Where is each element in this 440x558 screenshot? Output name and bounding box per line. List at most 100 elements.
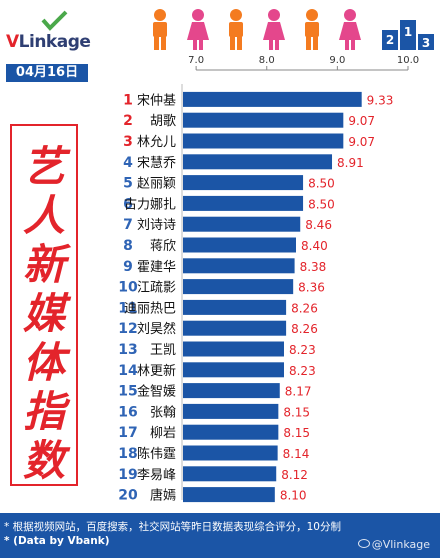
date-label: 04月16日 xyxy=(6,64,88,82)
rank-label: 6 xyxy=(123,196,133,212)
category-label: 陈伟霆 xyxy=(137,446,176,462)
category-label: 王凯 xyxy=(150,343,176,358)
value-label: 8.26 xyxy=(291,301,318,315)
x-tick-label: 7.0 xyxy=(188,55,204,66)
value-label: 8.14 xyxy=(283,447,310,461)
bar xyxy=(183,445,278,461)
side-title: 艺人新媒体指数 xyxy=(12,142,76,485)
bar xyxy=(183,175,304,191)
category-label: 金智媛 xyxy=(137,384,176,400)
footer-bar: * 根据视频网站，百度搜索，社交网站等昨日数据表现综合评分，10分制 * (Da… xyxy=(0,513,440,558)
category-label: 柳岩 xyxy=(150,426,176,441)
bar xyxy=(183,154,333,170)
category-label: 林允儿 xyxy=(137,134,176,150)
category-label: 蒋欣 xyxy=(150,239,176,254)
svg-text:2: 2 xyxy=(386,33,394,47)
value-label: 8.23 xyxy=(289,343,316,357)
side-title-char: 新 xyxy=(22,240,65,289)
rank-label: 13 xyxy=(118,342,137,358)
person-icon xyxy=(153,9,167,50)
category-label: 胡歌 xyxy=(150,114,176,129)
svg-text:3: 3 xyxy=(422,36,430,50)
rank-label: 17 xyxy=(118,425,137,441)
bar xyxy=(183,383,280,399)
bar xyxy=(183,403,279,419)
value-label: 8.26 xyxy=(291,322,318,336)
side-title-char: 体 xyxy=(22,338,65,387)
category-label: 宋慧乔 xyxy=(137,155,176,171)
value-label: 9.07 xyxy=(348,135,375,149)
value-label: 8.46 xyxy=(305,218,332,232)
people-icons xyxy=(153,9,361,50)
rank-label: 2 xyxy=(123,113,133,129)
bar xyxy=(183,466,277,482)
side-title-char: 人 xyxy=(22,191,65,240)
weibo-icon xyxy=(358,539,370,548)
value-label: 8.38 xyxy=(300,260,327,274)
vlinkage-logo: VLinkage xyxy=(6,10,116,52)
bar xyxy=(183,424,279,440)
value-label: 9.33 xyxy=(367,93,394,107)
person-icon xyxy=(229,9,243,50)
category-label: 张翰 xyxy=(150,405,176,420)
x-tick-label: 9.0 xyxy=(329,55,345,66)
category-label: 霍建华 xyxy=(137,260,176,275)
value-label: 8.15 xyxy=(283,426,310,440)
value-label: 8.12 xyxy=(281,468,308,482)
category-label: 宋仲基 xyxy=(137,93,176,108)
category-label: 江疏影 xyxy=(137,281,176,296)
x-tick-label: 8.0 xyxy=(259,55,275,66)
rank-label: 14 xyxy=(118,363,138,379)
category-label: 唐嫣 xyxy=(150,488,176,504)
bar xyxy=(183,279,294,295)
footer-note: * 根据视频网站，百度搜索，社交网站等昨日数据表现综合评分，10分制 xyxy=(4,521,341,533)
person-icon xyxy=(187,9,209,50)
bar xyxy=(183,112,344,128)
person-icon xyxy=(339,9,361,50)
rank-label: 19 xyxy=(118,467,137,483)
value-label: 8.17 xyxy=(285,385,312,399)
category-label: 赵丽颖 xyxy=(137,177,176,192)
logo-text: VLinkage xyxy=(6,32,91,52)
data-source-note: * (Data by Vbank) xyxy=(4,535,110,547)
side-title-char: 数 xyxy=(22,436,65,485)
rank-label: 12 xyxy=(118,321,137,337)
side-title-char: 指 xyxy=(22,387,65,436)
bar xyxy=(183,487,275,503)
category-label: 林更新 xyxy=(137,363,176,379)
rank-label: 16 xyxy=(118,404,137,420)
podium-icon: 2 1 3 xyxy=(382,20,434,50)
category-label: 刘昊然 xyxy=(137,321,176,337)
value-label: 8.23 xyxy=(289,364,316,378)
value-label: 8.50 xyxy=(308,177,335,191)
rank-label: 15 xyxy=(118,384,137,400)
ranking-bar-chart: 7.0 8.0 9.0 10.0 1 宋仲基 9.33 2 胡歌 9.07 3 林允儿 9.07 4 宋慧乔… xyxy=(118,55,419,504)
person-icon xyxy=(305,9,319,50)
rank-label: 10 xyxy=(118,280,138,296)
bar xyxy=(183,195,304,211)
value-label: 9.07 xyxy=(348,114,375,128)
category-label: 李易峰 xyxy=(137,468,176,483)
rank-label: 11 xyxy=(118,300,137,316)
bar xyxy=(183,216,301,232)
category-label: 刘诗诗 xyxy=(137,218,176,233)
logo-check-icon xyxy=(41,10,68,31)
side-title-panel: 艺人新媒体指数 xyxy=(10,124,78,486)
value-label: 8.40 xyxy=(301,239,328,253)
rank-label: 4 xyxy=(123,155,133,171)
bar xyxy=(183,258,295,274)
value-label: 8.10 xyxy=(280,489,307,503)
value-label: 8.50 xyxy=(308,197,335,211)
bar xyxy=(183,299,287,315)
side-title-char: 媒 xyxy=(22,289,65,338)
x-tick-label: 10.0 xyxy=(397,55,419,66)
value-label: 8.91 xyxy=(337,156,364,170)
rank-label: 7 xyxy=(123,217,133,233)
rank-label: 1 xyxy=(123,92,133,108)
rank-label: 18 xyxy=(118,446,137,462)
bar xyxy=(183,320,287,336)
side-title-char: 艺 xyxy=(22,142,65,191)
rank-label: 9 xyxy=(123,259,133,275)
bar xyxy=(183,341,284,357)
